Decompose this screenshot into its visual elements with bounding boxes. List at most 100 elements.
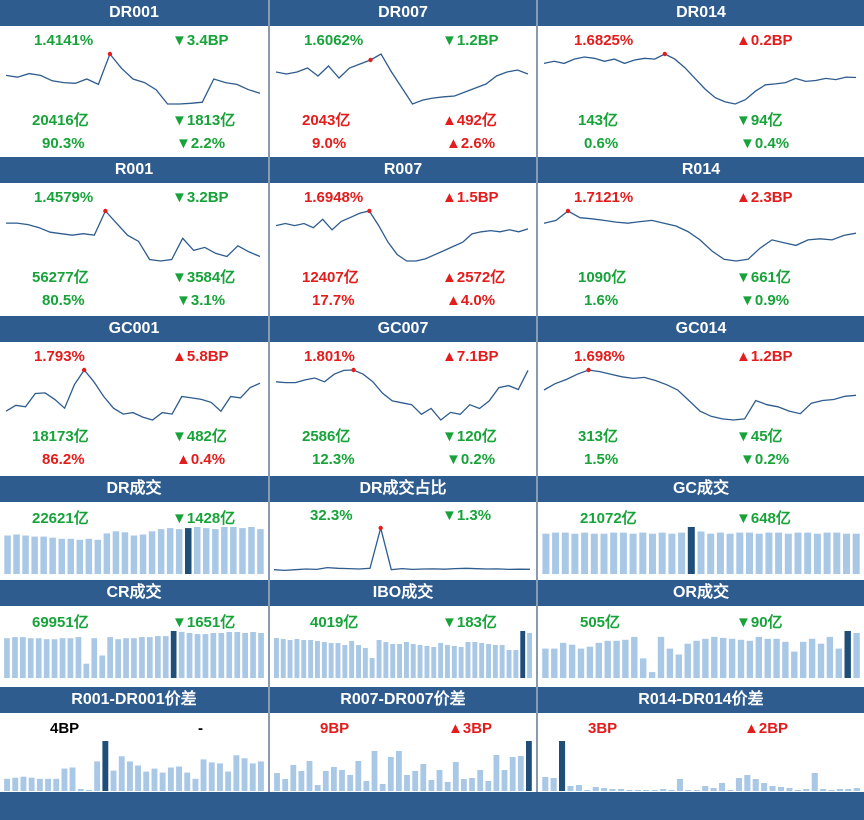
volume-bar-chart-bar (51, 639, 58, 678)
spread-bar-chart-bar (452, 762, 459, 791)
volume-bar-chart-bar (755, 636, 762, 678)
volume-bar-chart-bar (438, 643, 444, 678)
panel-spread-2[interactable]: R007-DR007价差 9BP ▲3BP (270, 687, 536, 791)
panel-dr001[interactable]: DR001 1.4141% ▼3.4BP 20416亿 ▼1813亿 90.3% ▼2.2% (0, 0, 268, 156)
spread-bar-chart (542, 741, 860, 791)
panel-r014[interactable]: R014 1.7121% ▲2.3BP 1090亿 ▼661亿 1.6% ▼0.9% (538, 157, 864, 313)
volume-change: ▼120亿 (442, 428, 497, 445)
spread-bar-chart-bar (347, 775, 354, 791)
volume-value: 313亿 (578, 428, 619, 445)
spread-bar-chart-bar (584, 790, 591, 791)
spread-bar-chart-bar (517, 756, 524, 791)
spread-bar-chart-bar (69, 767, 76, 791)
rate-change: ▲5.8BP (172, 348, 229, 365)
spread-bar-chart-bar (778, 787, 785, 791)
share-value: 1.5% (584, 451, 619, 468)
spread-bar-chart-bar (12, 777, 19, 791)
panel-gc014[interactable]: GC014 1.698% ▲1.2BP 313亿 ▼45亿 1.5% ▼0.2% (538, 316, 864, 472)
footer-bar (0, 792, 864, 820)
panel-gc-volume[interactable]: GC成交 21072亿 ▼648亿 (538, 476, 864, 578)
volume-bar-chart-bar (791, 651, 798, 678)
spread-bar-chart-bar (396, 751, 402, 791)
volume-bar-chart-bar (492, 645, 498, 678)
panel-dr-share[interactable]: DR成交占比 32.3% ▼1.3% (270, 476, 536, 578)
spread-value: 9BP (320, 720, 350, 737)
volume-bar-chart-bar (728, 638, 736, 678)
panel-r001[interactable]: R001 1.4579% ▼3.2BP 56277亿 ▼3584亿 80.5% ▼3.1% (0, 157, 268, 313)
volume-bar-chart-bar (12, 637, 18, 678)
volume-bar-chart-bar (687, 527, 695, 574)
spread-bar-chart-bar (20, 776, 27, 791)
panel-ibo-volume[interactable]: IBO成交 4019亿 ▼183亿 (270, 580, 536, 682)
volume-bar-chart-bar (294, 639, 300, 678)
spread-bar-chart-bar (208, 762, 215, 791)
rate-sparkline-line (275, 369, 529, 421)
spread-bar-chart-bar (493, 755, 500, 791)
volume-bar-chart-bar (397, 644, 402, 678)
rate-value: 1.7121% (574, 189, 634, 206)
rate-value: 1.793% (34, 348, 85, 365)
volume-bar-chart-bar (746, 532, 753, 574)
volume-bar-chart-bar (775, 532, 783, 574)
panel-dr-volume[interactable]: DR成交 22621亿 ▼1428亿 (0, 476, 268, 578)
panel-spread-1[interactable]: R001-DR001价差 4BP - (0, 687, 268, 791)
spread-bar-chart-bar (853, 788, 860, 791)
share-change: ▼0.9% (740, 292, 790, 309)
volume-change: ▼90亿 (736, 614, 783, 631)
panel-r007[interactable]: R007 1.6948% ▲1.5BP 12407亿 ▲2572亿 17.7% ▲4.0% (270, 157, 536, 313)
share-value: 80.5% (42, 292, 85, 309)
volume-bar-chart-bar (202, 634, 209, 678)
spread-bar-chart-bar (241, 758, 248, 791)
spread-bar-chart-bar (469, 778, 475, 791)
rate-change: ▲7.1BP (442, 348, 499, 365)
panel-dr014[interactable]: DR014 1.6825% ▲0.2BP 143亿 ▼94亿 0.6% ▼0.4% (538, 0, 864, 156)
panel-gc001[interactable]: GC001 1.793% ▲5.8BP 18173亿 ▼482亿 86.2% ▲0.4% (0, 316, 268, 472)
share-value: 86.2% (42, 451, 85, 468)
spread-bar-chart-bar (225, 771, 232, 791)
volume-bar-chart-bar (737, 639, 745, 678)
volume-bar-chart-bar (755, 533, 763, 574)
rate-change: ▲1.5BP (442, 189, 499, 206)
volume-change: ▼3584亿 (172, 269, 236, 286)
panel-cr-volume[interactable]: CR成交 69951亿 ▼1651亿 (0, 580, 268, 682)
volume-bar-chart-bar (76, 539, 83, 574)
rate-sparkline-line (5, 368, 261, 421)
spread-bar-chart-bar (363, 781, 370, 791)
panel-title: OR成交 (538, 580, 864, 606)
volume-bar-chart-bar (239, 528, 246, 574)
volume-value: 2586亿 (302, 428, 351, 445)
volume-bar-chart-bar (356, 645, 361, 678)
spread-bar-chart-bar (151, 768, 158, 791)
volume-bar-chart-bar (684, 643, 691, 678)
panel-or-volume[interactable]: OR成交 505亿 ▼90亿 (538, 580, 864, 682)
rate-value: 1.6062% (304, 32, 364, 49)
volume-bar-chart-bar (94, 539, 102, 574)
rate-sparkline (275, 53, 529, 105)
panel-dr007[interactable]: DR007 1.6062% ▼1.2BP 2043亿 ▲492亿 9.0% ▲2.6% (270, 0, 536, 156)
panel-spread-3[interactable]: R014-DR014价差 3BP ▲2BP (538, 687, 864, 791)
spread-bar-chart-bar (45, 778, 51, 791)
panel-title: DR成交 (0, 476, 268, 502)
spread-bar-chart-bar (509, 757, 516, 791)
rate-value: 1.6948% (304, 189, 364, 206)
spread-bar-chart-bar (668, 790, 675, 791)
volume-bar-chart-bar (542, 533, 550, 574)
volume-bar-chart-bar (649, 533, 656, 574)
volume-bar-chart-bar (451, 646, 457, 678)
volume-bar-chart-bar (40, 536, 47, 574)
volume-change: ▼183亿 (442, 614, 497, 631)
spread-bar-chart-bar (651, 790, 658, 791)
panel-gc007[interactable]: GC007 1.801% ▲7.1BP 2586亿 ▼120亿 12.3% ▼0.2% (270, 316, 536, 472)
panel-title: DR001 (0, 0, 268, 26)
share-value: 0.6% (584, 135, 619, 152)
volume-bar-chart-bar (808, 638, 816, 678)
spread-bar-chart-bar (710, 788, 717, 791)
share-line-chart-line (273, 525, 531, 572)
volume-bar-chart-bar (287, 640, 293, 678)
volume-bar-chart-bar (631, 636, 638, 678)
volume-bar-chart-bar (702, 638, 709, 678)
spread-bar-chart-bar (575, 785, 582, 791)
spread-bar-chart-bar (752, 779, 759, 791)
volume-bar-chart-bar (175, 529, 183, 574)
spread-bar-chart-bar (428, 780, 435, 791)
